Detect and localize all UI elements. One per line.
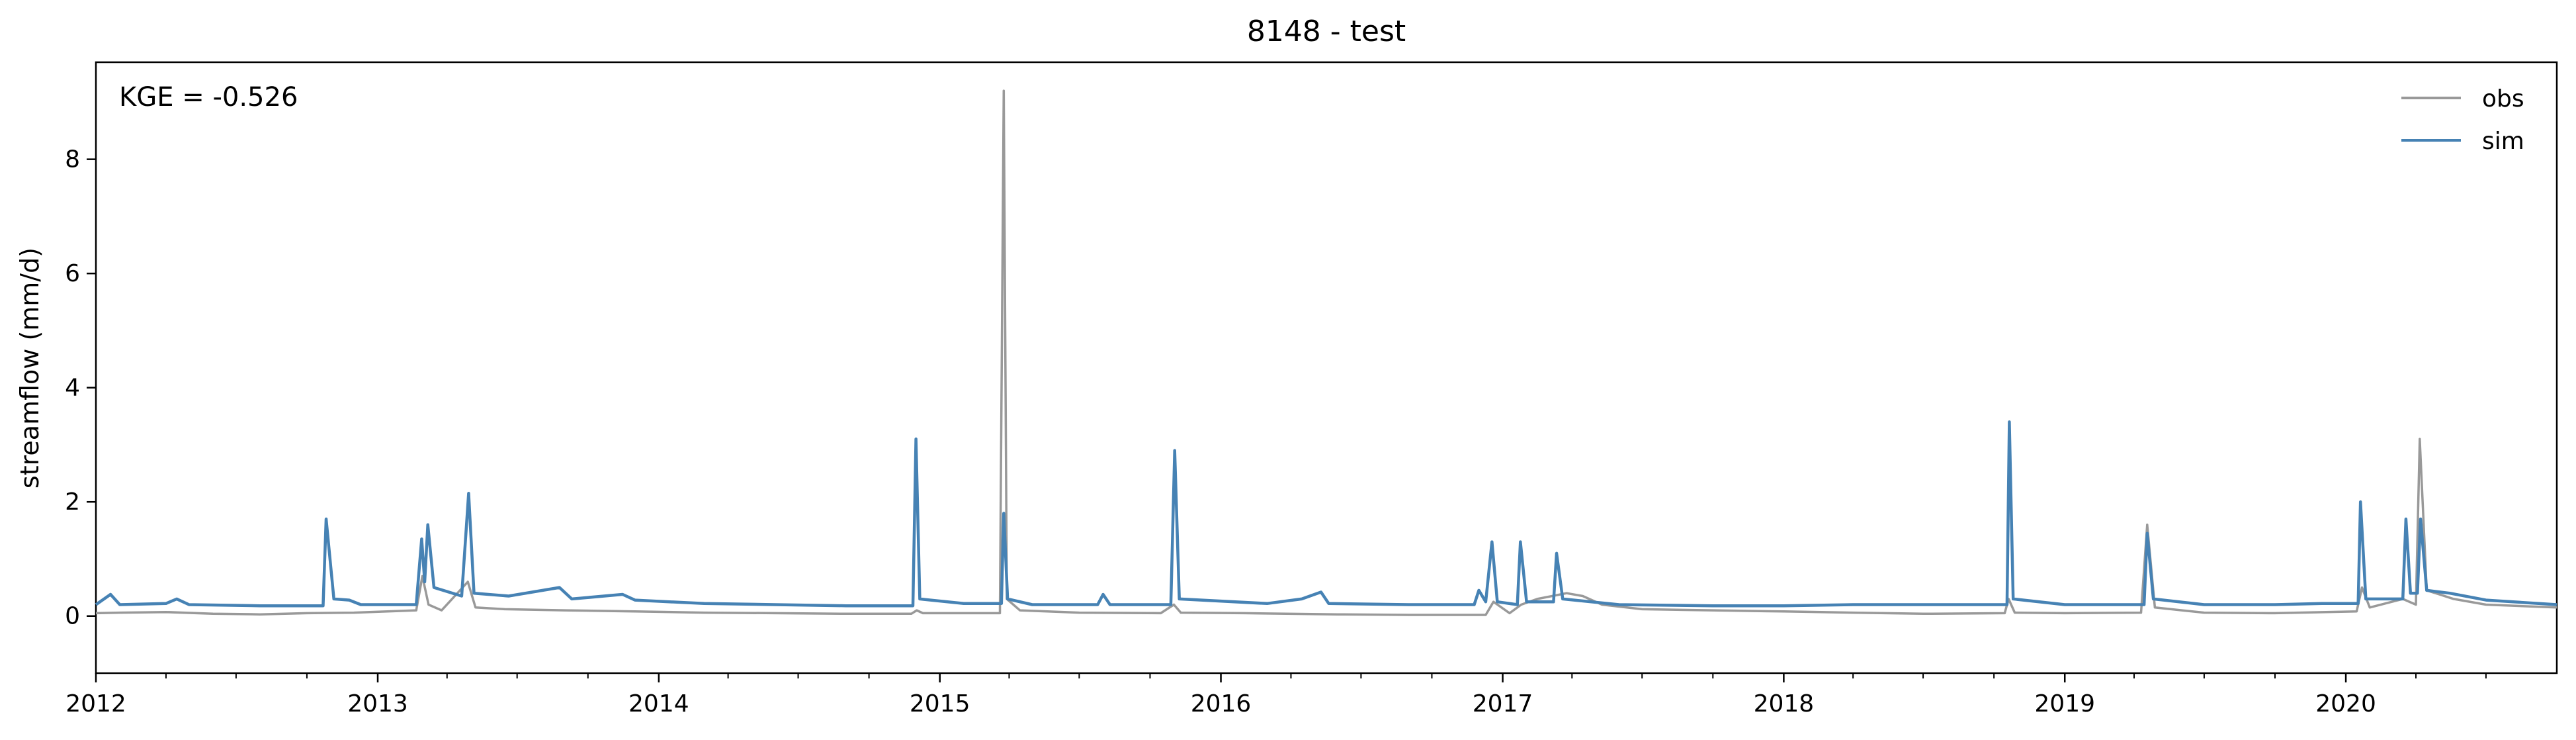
x-tick-label-2019: 2019 (2034, 690, 2095, 717)
x-tick-label-2020: 2020 (2315, 690, 2376, 717)
y-tick-label-4: 4 (65, 375, 80, 402)
y-axis-label: streamflow (mm/d) (15, 248, 44, 488)
legend-obs-label: obs (2482, 85, 2524, 113)
legend-sim-label: sim (2482, 128, 2524, 155)
y-tick-label-6: 6 (65, 260, 80, 287)
y-tick-label-0: 0 (65, 603, 80, 630)
y-tick-label-2: 2 (65, 488, 80, 516)
x-tick-label-2014: 2014 (628, 690, 689, 717)
x-tick-label-2015: 2015 (910, 690, 970, 717)
plot-area (95, 61, 2558, 674)
y-tick-label-8: 8 (65, 146, 80, 173)
x-tick-label-2018: 2018 (1754, 690, 1815, 717)
chart-title: 8148 - test (1247, 15, 1406, 48)
kge-annotation: KGE = -0.526 (119, 82, 298, 113)
series-line-obs (95, 89, 2557, 616)
series-layer (95, 89, 2557, 616)
axes-frame (95, 61, 2558, 674)
x-axis: 2012 2013 2014 2015 2016 2017 2018 2019 2020 (65, 673, 2487, 717)
x-tick-label-2013: 2013 (347, 690, 408, 717)
y-axis: 0 2 4 6 8 (65, 146, 96, 630)
legend: obs sim (2401, 85, 2524, 155)
x-tick-label-2012: 2012 (65, 690, 126, 717)
x-tick-label-2016: 2016 (1191, 690, 1252, 717)
x-tick-label-2017: 2017 (1473, 690, 1533, 717)
series-line-sim (95, 420, 2557, 608)
